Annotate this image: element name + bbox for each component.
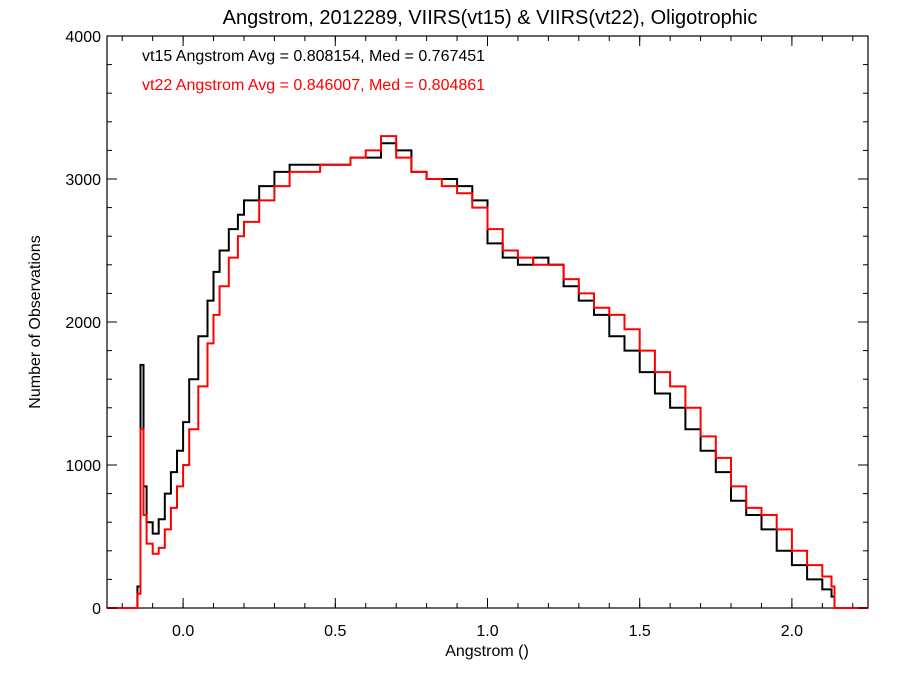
series-layer [107,135,868,609]
x-tick-label-4: 2.0 [781,623,803,640]
y-tick-label-4: 4000 [65,29,101,46]
y-tick-label-3: 3000 [65,172,101,189]
y-axis-label: Number of Observations [27,235,44,408]
plot-frame [106,35,869,609]
x-tick-label-1: 0.5 [324,623,346,640]
x-axis-label: Angstrom () [445,643,529,660]
plot-border [106,35,869,609]
x-tick-label-0: 0.0 [172,623,194,640]
x-axis: 0.0 0.5 1.0 1.5 2.0 [121,36,854,640]
y-tick-label-0: 0 [92,601,101,618]
annotation-vt15-stats: vt15 Angstrom Avg = 0.808154, Med = 0.76… [142,48,485,65]
x-tick-label-2: 1.0 [476,623,498,640]
y-tick-label-2: 2000 [65,315,101,332]
x-tick-label-3: 1.5 [629,623,651,640]
chart-title: Angstrom, 2012289, VIIRS(vt15) & VIIRS(v… [223,7,758,29]
y-axis: 0 1000 2000 3000 4000 [65,29,868,618]
series-line-1 [107,135,868,609]
annotation-vt22-stats: vt22 Angstrom Avg = 0.846007, Med = 0.80… [142,77,485,94]
y-tick-label-1: 1000 [65,458,101,475]
